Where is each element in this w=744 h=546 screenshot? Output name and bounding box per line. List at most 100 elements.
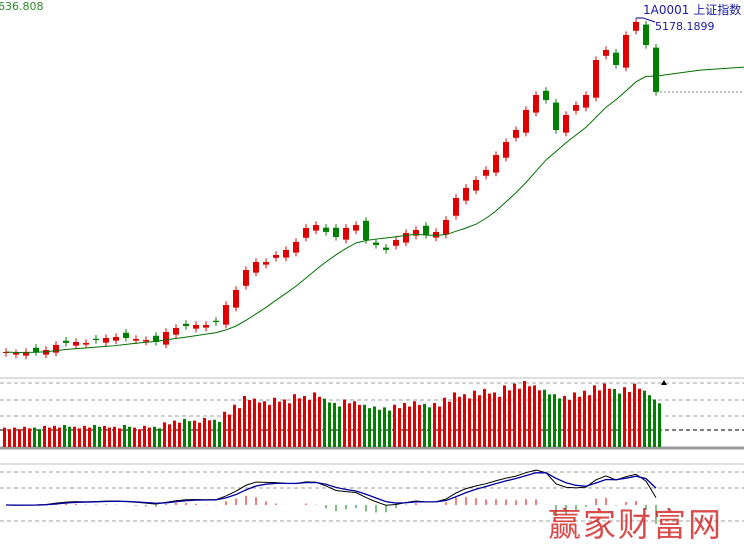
- candle-body: [313, 225, 319, 231]
- volume-bar: [388, 410, 391, 447]
- candle-body: [23, 351, 29, 356]
- volume-bar: [128, 426, 131, 447]
- volume-bar: [418, 404, 421, 447]
- volume-bar: [453, 392, 456, 447]
- volume-bar: [48, 427, 51, 447]
- candle-body: [383, 247, 389, 250]
- volume-bar: [68, 426, 71, 447]
- candle-body: [393, 239, 399, 246]
- candle-body: [173, 328, 179, 335]
- candle-body: [373, 242, 379, 245]
- candle-body: [363, 220, 369, 240]
- candle-body: [353, 225, 359, 231]
- volume-bar: [608, 388, 611, 447]
- candle-body: [3, 351, 9, 354]
- volume-bar: [273, 397, 276, 447]
- volume-bar: [338, 406, 341, 447]
- volume-bar: [88, 427, 91, 447]
- volume-bar: [493, 392, 496, 447]
- volume-bar: [458, 396, 461, 447]
- candle-body: [213, 320, 219, 323]
- candle-body: [613, 52, 619, 65]
- volume-bar: [108, 427, 111, 447]
- candle-body: [633, 21, 639, 31]
- volume-bar: [513, 383, 516, 447]
- volume-bar: [448, 401, 451, 447]
- volume-bar: [208, 420, 211, 447]
- volume-bar: [393, 404, 396, 447]
- moving-average-line: [5, 66, 744, 354]
- volume-bar: [168, 424, 171, 447]
- volume-bar: [133, 427, 136, 447]
- volume-bar: [578, 396, 581, 447]
- volume-bar: [233, 404, 236, 447]
- volume-bar: [368, 408, 371, 447]
- peak-pointer-line: [636, 17, 656, 23]
- volume-bar: [23, 426, 26, 447]
- volume-bar: [613, 388, 616, 447]
- volume-bar: [308, 400, 311, 447]
- candle-body: [233, 289, 239, 308]
- volume-bar: [3, 427, 6, 447]
- volume-bar: [553, 394, 556, 447]
- symbol-label: 1A0001 上证指数: [643, 3, 742, 17]
- volume-bar: [178, 422, 181, 447]
- candle-body: [153, 335, 159, 342]
- volume-bar: [603, 383, 606, 447]
- candle-body: [543, 90, 549, 100]
- candle-body: [513, 130, 519, 138]
- volume-bar: [398, 408, 401, 447]
- volume-bar: [158, 428, 161, 447]
- candle-body: [203, 324, 209, 328]
- candle-body: [123, 332, 129, 339]
- candle-body: [523, 109, 529, 133]
- volume-bar: [268, 404, 271, 447]
- candle-body: [623, 34, 629, 68]
- volume-bar: [563, 395, 566, 447]
- volume-bar: [463, 394, 466, 447]
- volume-bar: [573, 392, 576, 447]
- candle-body: [453, 198, 459, 216]
- candle-body: [53, 344, 59, 353]
- volume-bar: [353, 401, 356, 447]
- candle-body: [73, 341, 79, 346]
- volume-bar: [283, 399, 286, 447]
- volume-bar: [478, 395, 481, 447]
- candle-body: [263, 262, 269, 265]
- volume-bar: [633, 383, 636, 447]
- volume-bar: [223, 411, 226, 447]
- volume-bar: [278, 401, 281, 447]
- candle-body: [463, 187, 469, 201]
- volume-bar: [643, 390, 646, 447]
- candle-body: [63, 340, 69, 343]
- candle-body: [573, 104, 579, 111]
- volume-bar: [203, 417, 206, 447]
- volume-bar: [198, 422, 201, 447]
- volume-bar: [628, 391, 631, 447]
- volume-bar: [328, 402, 331, 447]
- candle-body: [163, 332, 169, 345]
- volume-bar: [593, 385, 596, 447]
- candle-body: [593, 60, 599, 98]
- candle-body: [443, 219, 449, 235]
- candle-body: [303, 227, 309, 238]
- volume-bar: [188, 421, 191, 447]
- volume-bar: [258, 402, 261, 447]
- watermark: 赢家财富网: [548, 505, 723, 544]
- candle-body: [563, 114, 569, 133]
- candle-body: [403, 233, 409, 243]
- volume-bar: [58, 427, 61, 447]
- candle-body: [503, 141, 509, 158]
- volume-bar: [218, 421, 221, 447]
- candle-body: [433, 231, 439, 238]
- volume-bar: [113, 426, 116, 447]
- candle-body: [423, 225, 429, 236]
- volume-bar: [558, 398, 561, 447]
- candle-body: [273, 254, 279, 258]
- volume-bar: [228, 414, 231, 447]
- candle-body: [133, 338, 139, 341]
- volume-bar: [93, 425, 96, 447]
- volume-bar: [548, 394, 551, 447]
- volume-bar: [173, 420, 176, 447]
